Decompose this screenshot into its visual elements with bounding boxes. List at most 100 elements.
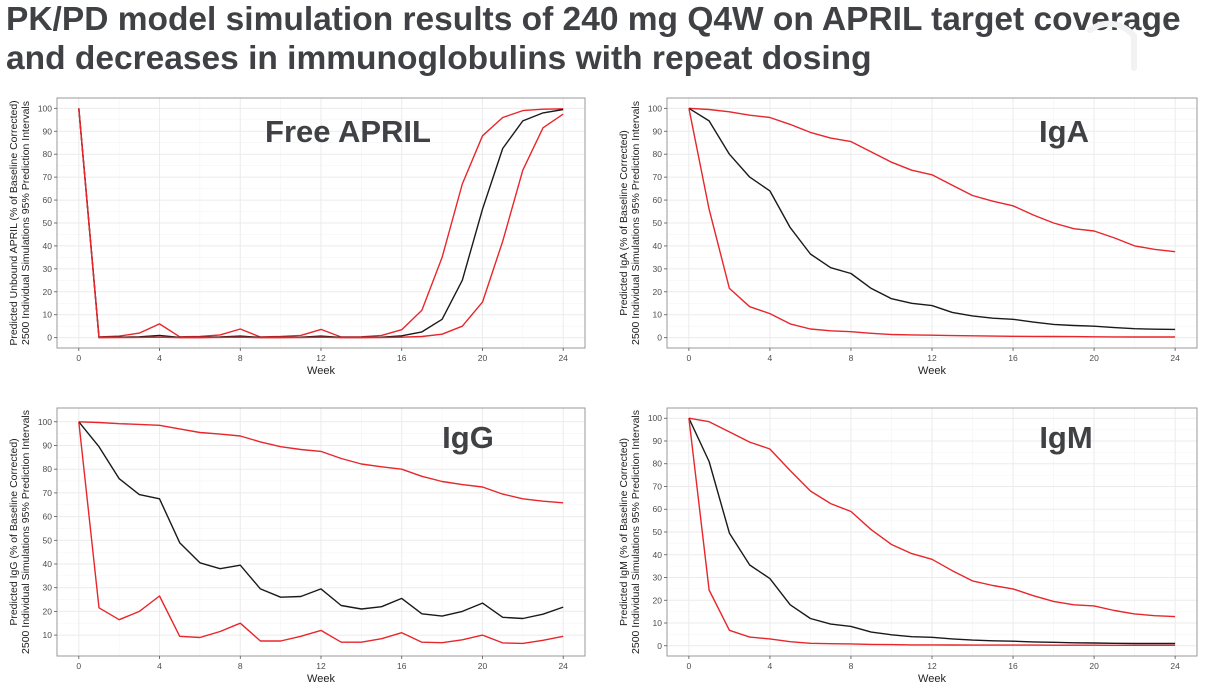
chart-panel-free-april: 0 10 20 30 40 50 60 70 80 90 100 0 4 8 12 16 20 24 Week Pre… [0,86,600,382]
y-tick-label: 30 [653,264,663,274]
y-tick-label: 90 [653,126,663,136]
axes: 0 10 20 30 40 50 60 70 80 90 100 0 4 8 12 16 20 24 [38,103,568,363]
x-tick-label: 0 [76,353,81,363]
y-axis-title-line-1: Predicted IgM (% of Baseline Corrected) [618,438,630,626]
y-tick-label: 40 [43,241,53,251]
y-tick-label: 90 [43,440,53,450]
chart-title: IgA [1039,114,1089,149]
series-line-upper [688,107,1176,253]
x-tick-label: 0 [687,661,692,671]
chart-panel-igm: 0 10 20 30 40 50 60 70 80 90 100 0 4 8 12 16 20 24 Week Pre… [610,396,1210,688]
y-tick-label: 0 [47,333,52,343]
y-axis-title-line-2: 2500 Individual Simulations 95% Predicti… [630,410,642,654]
chart-igm: 0 10 20 30 40 50 60 70 80 90 100 0 4 8 12 16 20 24 Week Pre… [618,407,1198,685]
x-tick-label: 20 [478,353,488,363]
y-tick-label: 80 [653,149,663,159]
y-tick-label: 20 [43,606,53,616]
chart-iga: 0 10 20 30 40 50 60 70 80 90 100 0 4 8 12 16 20 24 Week Pre… [618,97,1198,377]
x-tick-label: 16 [397,353,407,363]
x-tick-label: 8 [849,353,854,363]
y-tick-label: 80 [43,149,53,159]
y-axis-title-line-2: 2500 Individual Simulations 95% Predicti… [630,101,642,345]
y-tick-label: 100 [648,413,662,423]
series-line-median [688,417,1176,645]
axes: 0 10 20 30 40 50 60 70 80 90 100 0 4 8 12 16 20 24 [648,413,1180,671]
chart-panel-igg: 10 20 30 40 50 60 70 80 90 100 0 4 8 12 16 20 24 Week Pred… [0,396,600,688]
x-tick-label: 0 [76,661,81,671]
y-tick-label: 70 [43,172,53,182]
y-tick-label: 0 [657,333,662,343]
y-tick-label: 20 [43,287,53,297]
x-tick-label: 8 [849,661,854,671]
y-tick-label: 50 [43,218,53,228]
y-tick-label: 20 [653,595,663,605]
y-tick-label: 100 [648,103,662,113]
x-tick-label: 0 [687,353,692,363]
chart-igg: 10 20 30 40 50 60 70 80 90 100 0 4 8 12 16 20 24 Week Pred… [8,407,586,685]
x-tick-label: 16 [1008,353,1018,363]
series-line-median [78,421,564,620]
y-axis-title-line-1: Predicted IgA (% of Baseline Corrected) [618,130,630,316]
axes: 0 10 20 30 40 50 60 70 80 90 100 0 4 8 12 16 20 24 [648,103,1180,363]
chart-title: IgM [1039,420,1092,455]
y-tick-label: 20 [653,287,663,297]
series-line-median [78,108,564,339]
y-axis-title-line-2: 2500 Individual Simulations 95% Predicti… [20,101,32,345]
x-axis-title: Week [918,673,946,685]
y-tick-label: 30 [43,583,53,593]
y-tick-label: 50 [653,218,663,228]
x-tick-label: 4 [157,661,162,671]
gridlines [667,408,1197,656]
axes: 10 20 30 40 50 60 70 80 90 100 0 4 8 12 16 20 24 [38,417,568,671]
y-tick-label: 10 [653,310,663,320]
x-tick-label: 16 [397,661,407,671]
y-tick-label: 90 [653,436,663,446]
y-tick-label: 100 [38,417,52,427]
y-axis-title-line-1: Predicted IgG (% of Baseline Corrected) [8,438,20,625]
chart-title: Free APRIL [265,114,431,149]
series-line-upper [688,417,1176,618]
chart-panel-iga: 0 10 20 30 40 50 60 70 80 90 100 0 4 8 12 16 20 24 Week Pre… [610,86,1210,382]
x-tick-label: 4 [768,661,773,671]
y-tick-label: 90 [43,126,53,136]
series [78,421,564,645]
y-tick-label: 40 [43,559,53,569]
y-tick-label: 30 [653,573,663,583]
y-axis-title-line-2: 2500 Individual Simulations 95% Predicti… [20,410,32,654]
x-tick-label: 24 [558,661,568,671]
y-tick-label: 70 [43,488,53,498]
y-tick-label: 40 [653,241,663,251]
y-tick-label: 60 [43,512,53,522]
slide-title-line-1: PK/PD model simulation results of 240 mg… [6,1,1181,38]
series-line-lower [78,108,564,339]
y-tick-label: 70 [653,481,663,491]
chart-free-april: 0 10 20 30 40 50 60 70 80 90 100 0 4 8 12 16 20 24 Week Pre… [8,97,586,377]
chart-title: IgG [442,420,494,455]
y-tick-label: 0 [657,641,662,651]
y-tick-label: 50 [43,535,53,545]
gridlines [667,98,1197,348]
y-tick-label: 60 [653,504,663,514]
y-tick-label: 60 [43,195,53,205]
x-tick-label: 24 [1170,353,1180,363]
x-tick-label: 12 [316,661,326,671]
y-tick-label: 10 [43,310,53,320]
decorative-logo-mark [1087,20,1137,71]
x-tick-label: 12 [927,353,937,363]
x-tick-label: 20 [1089,661,1099,671]
x-tick-label: 24 [1170,661,1180,671]
x-tick-label: 20 [478,661,488,671]
slide-title: PK/PD model simulation results of 240 mg… [6,0,1196,78]
x-tick-label: 12 [927,661,937,671]
x-tick-label: 16 [1008,661,1018,671]
y-tick-label: 10 [653,618,663,628]
x-tick-label: 8 [238,661,243,671]
y-tick-label: 40 [653,550,663,560]
x-tick-label: 20 [1089,353,1099,363]
x-axis-title: Week [307,673,335,685]
series-line-lower [688,418,1176,647]
y-tick-label: 80 [43,464,53,474]
y-axis-title-line-1: Predicted Unbound APRIL (% of Baseline C… [8,100,20,345]
y-tick-label: 30 [43,264,53,274]
series-line-median [688,107,1176,331]
